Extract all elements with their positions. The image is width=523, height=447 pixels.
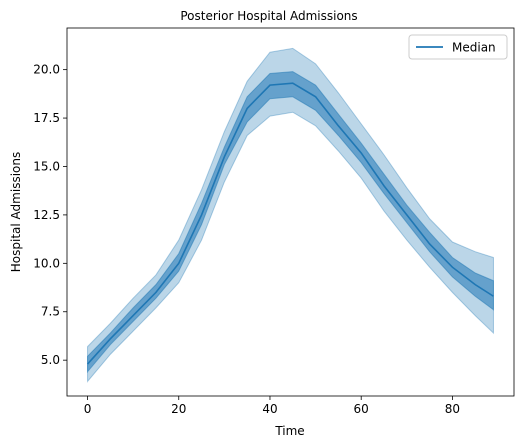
- legend-median-label: Median: [452, 41, 496, 55]
- x-tick-label: 80: [445, 402, 460, 416]
- y-axis: 5.0 7.5 10.0 12.5 15.0 17.5 20.0: [33, 63, 67, 367]
- y-tick-label: 20.0: [33, 63, 60, 77]
- x-axis-label: Time: [274, 424, 304, 438]
- bands-layer: [87, 47, 494, 383]
- y-tick-label: 7.5: [41, 305, 60, 319]
- outer-interval-band: [87, 47, 494, 383]
- y-tick-label: 12.5: [33, 208, 60, 222]
- chart-title: Posterior Hospital Admissions: [180, 9, 357, 23]
- legend: Median: [408, 34, 508, 60]
- x-tick-label: 40: [262, 402, 277, 416]
- x-axis: 0 20 40 60 80: [84, 396, 460, 416]
- x-tick-label: 60: [354, 402, 369, 416]
- y-tick-label: 10.0: [33, 256, 60, 270]
- lines-layer: [86, 82, 494, 365]
- plot-frame: [66, 27, 515, 397]
- y-tick-label: 15.0: [33, 159, 60, 173]
- y-tick-label: 17.5: [33, 111, 60, 125]
- x-tick-label: 0: [84, 402, 92, 416]
- y-axis-label: Hospital Admissions: [9, 152, 23, 272]
- y-tick-label: 5.0: [41, 353, 60, 367]
- x-tick-label: 20: [171, 402, 186, 416]
- legend-box: [408, 34, 508, 60]
- median-line: [86, 82, 494, 365]
